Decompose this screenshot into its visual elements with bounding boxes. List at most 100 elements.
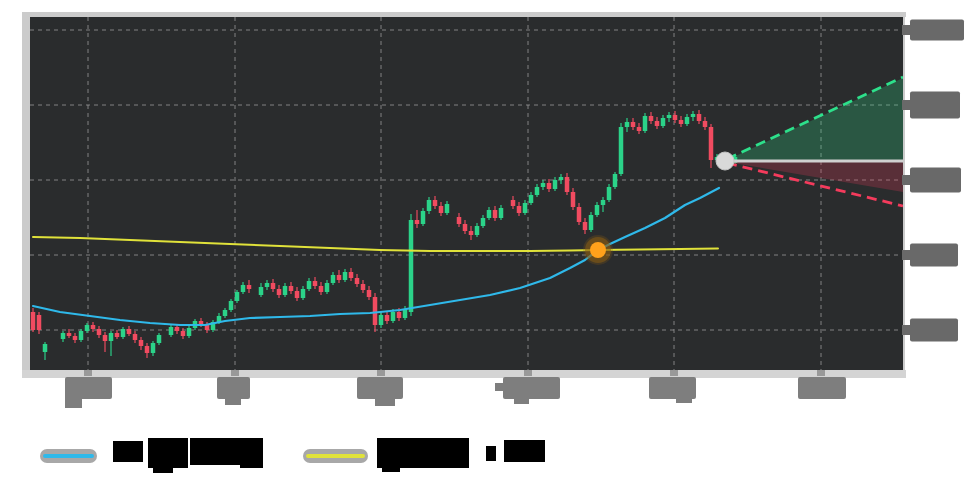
- candle-body: [565, 177, 570, 192]
- x-tick: [817, 370, 825, 376]
- candle-body: [409, 220, 414, 312]
- candle-body: [85, 325, 90, 331]
- candle-body: [547, 183, 552, 189]
- candle-body: [421, 211, 426, 224]
- x-label-redacted: [375, 395, 395, 406]
- candle-body: [277, 289, 282, 295]
- x-label-redacted: [503, 377, 560, 399]
- candle-body: [661, 118, 666, 126]
- candle-body: [175, 327, 180, 331]
- candle-body: [577, 207, 582, 222]
- candle-body: [691, 114, 696, 117]
- candle-body: [673, 115, 678, 120]
- candle-body: [373, 297, 378, 325]
- redacted-legend-label: [377, 438, 469, 468]
- candle-body: [433, 200, 438, 206]
- candle-body: [79, 331, 84, 340]
- candle-body: [325, 283, 330, 292]
- candle-body: [583, 222, 588, 230]
- candle-body: [313, 281, 318, 286]
- candle-body: [589, 215, 594, 230]
- candle-body: [247, 285, 252, 289]
- candle-body: [553, 180, 558, 189]
- x-tick: [231, 370, 239, 376]
- candle-body: [385, 315, 390, 321]
- fast-sma-swatch: [40, 449, 97, 463]
- y-label-redacted: [910, 319, 958, 342]
- candle-body: [283, 286, 288, 295]
- slow-sma-swatch: [303, 449, 368, 463]
- candle-body: [67, 333, 72, 336]
- candle-body: [667, 115, 672, 118]
- candle-body: [397, 312, 402, 318]
- candle-body: [295, 291, 300, 298]
- candle-body: [619, 127, 624, 174]
- candle-body: [469, 231, 474, 235]
- frame-top: [22, 12, 906, 17]
- candle-body: [61, 333, 66, 339]
- candle-body: [391, 312, 396, 321]
- redacted-legend-label: [504, 440, 545, 462]
- candle-body: [301, 289, 306, 298]
- candle-body: [181, 331, 186, 336]
- candle-body: [535, 187, 540, 195]
- candle-body: [361, 284, 366, 290]
- candle-body: [259, 287, 264, 295]
- candle-body: [613, 174, 618, 187]
- redacted-legend-label: [240, 464, 263, 468]
- candle-body: [229, 301, 234, 310]
- candle-body: [439, 206, 444, 213]
- candle-body: [289, 286, 294, 291]
- x-axis-strip: [22, 370, 906, 378]
- candle-body: [571, 192, 576, 207]
- candle-body: [73, 336, 78, 340]
- candle-body: [523, 203, 528, 213]
- candle-body: [445, 204, 450, 213]
- candle-body: [541, 183, 546, 187]
- redacted-legend-label: [148, 438, 188, 468]
- candle-body: [121, 329, 126, 337]
- frame-left: [22, 12, 30, 378]
- candle-body: [367, 290, 372, 297]
- candle-body: [43, 344, 48, 352]
- candle-body: [427, 200, 432, 211]
- candle-body: [463, 224, 468, 231]
- candle-body: [637, 127, 642, 131]
- candle-body: [379, 315, 384, 325]
- candle-body: [685, 117, 690, 124]
- x-label-redacted: [514, 395, 529, 404]
- candle-body: [703, 121, 708, 127]
- candle-body: [511, 200, 516, 206]
- candle-body: [487, 210, 492, 218]
- candle-body: [529, 195, 534, 203]
- x-label-redacted: [225, 395, 241, 405]
- candle-body: [265, 283, 270, 287]
- redacted-legend-label: [382, 467, 400, 472]
- candle-body: [655, 121, 660, 126]
- chart-legend: [0, 430, 972, 486]
- candle-body: [343, 272, 348, 280]
- candle-body: [559, 177, 564, 180]
- plot-background: [30, 17, 903, 370]
- candle-body: [475, 226, 480, 235]
- y-label-redacted: [910, 92, 960, 119]
- candle-body: [457, 217, 462, 224]
- candle-body: [109, 333, 114, 341]
- price-chart[interactable]: [0, 0, 972, 486]
- candle-body: [169, 327, 174, 335]
- candle-body: [679, 120, 684, 124]
- candle-body: [91, 325, 96, 329]
- x-label-redacted: [65, 395, 82, 408]
- frame-right: [903, 17, 905, 370]
- candle-body: [493, 210, 498, 218]
- redacted-legend-label: [486, 446, 496, 461]
- candle-body: [355, 278, 360, 284]
- cross-marker: [590, 242, 606, 258]
- stock-chart-panel: [0, 0, 972, 486]
- candle-body: [271, 283, 276, 289]
- y-label-redacted: [910, 244, 958, 267]
- candle-body: [601, 200, 606, 205]
- x-tick: [670, 370, 678, 376]
- candle-body: [481, 218, 486, 226]
- candle-body: [37, 315, 42, 330]
